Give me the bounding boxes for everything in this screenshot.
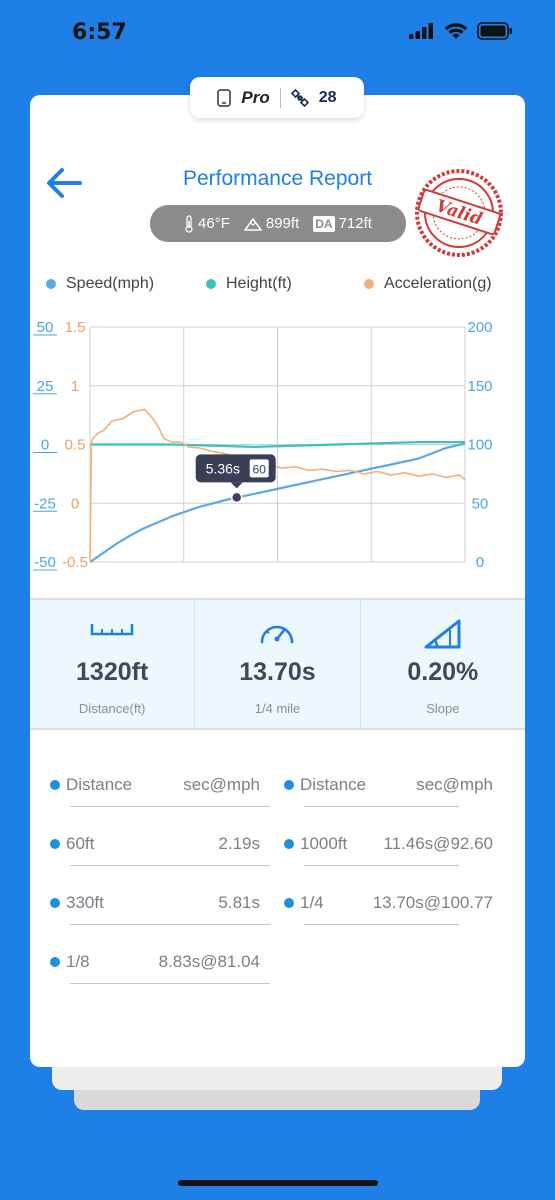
density-altitude-value: 712ft [338,215,372,232]
pro-badge[interactable]: Pro 28 [190,77,364,118]
chart-legend: Speed(mph) Height(ft) Acceleration(g) [30,275,525,295]
header-val-right: sec@mph [416,775,493,794]
metric-distance: 1320ft Distance(ft) [30,600,194,728]
density-altitude-item: DA 712ft [313,215,372,232]
chart-tooltip: 5.36s 60 [195,454,276,489]
left-axis-1-tick: 25 [37,378,54,395]
table-header-left: Distance sec@mph [50,775,270,807]
left-axis-2-tick: 0.5 [65,437,86,454]
left-axis-2-tick: 0 [71,495,79,512]
metrics-panel: 1320ft Distance(ft) 13.70s 1/4 mile [30,598,525,730]
left-axis-1-tick: 50 [37,319,54,336]
metric-slope-value: 0.20% [407,658,479,686]
status-bar: 6:57 [0,0,555,66]
back-arrow-icon[interactable] [44,165,84,201]
conditions-pill: 46°F 899ft DA 712ft [150,205,406,242]
speedometer-icon [261,625,294,644]
metric-quarter-mile-value: 13.70s [239,658,316,686]
satellite-count: 28 [318,88,337,106]
tooltip-speed: 60 [253,462,267,476]
metric-distance-label: Distance(ft) [78,701,146,716]
legend-speed-dot [46,279,56,289]
da-badge: DA [313,215,335,232]
ruler-icon [90,624,134,636]
table-row: 1/4 13.70s@100.77 [284,893,493,925]
header-key-right: Distance [300,775,367,794]
left-axis-1-tick: 0 [41,437,49,454]
header-val-left: sec@mph [183,775,260,794]
series-line-0 [89,442,466,563]
metric-quarter-mile: 13.70s 1/4 mile [194,600,359,728]
temperature-value: 46°F [198,215,230,232]
temperature-item: 46°F [184,214,230,233]
legend-acceleration-dot [364,279,374,289]
left-axis-2-tick: 1.5 [65,319,86,336]
metric-quarter-mile-label: 1/4 mile [254,701,301,716]
report-card: Performance Report 46°F 899ft DA 712ft [30,95,525,1067]
pill-divider [279,87,281,108]
right-axis-tick: 150 [467,378,492,395]
home-indicator[interactable] [178,1180,378,1186]
battery-icon [477,22,512,40]
wifi-icon [444,23,468,39]
table-row: 1/8 8.83s@81.04 [50,952,270,984]
right-axis-tick: 200 [467,319,492,336]
left-axis-1-tick: -50 [34,554,56,571]
legend-height-label: Height(ft) [226,275,292,292]
mountain-icon [244,217,262,231]
legend-height-dot [206,279,216,289]
signal-icon [409,23,433,39]
left-axis-1-tick: -25 [34,495,56,512]
table-row: 1000ft 11.46s@92.60 [284,834,493,866]
table-row: 330ft 5.81s [50,893,270,925]
legend-height[interactable]: Height(ft) [206,275,292,293]
valid-stamp-icon: Valid [415,169,503,257]
right-axis-tick: 0 [476,554,484,571]
right-axis-tick: 100 [467,437,492,454]
metric-distance-value: 1320ft [76,658,149,686]
thermometer-icon [185,214,193,233]
metric-slope-label: Slope [426,701,460,716]
elevation-value: 899ft [265,215,300,232]
pro-label: Pro [241,87,270,107]
tooltip-arrow [230,482,243,489]
legend-speed[interactable]: Speed(mph) [46,275,154,293]
status-icons [409,22,513,40]
page-title: Performance Report [182,167,373,190]
status-time: 6:57 [72,20,127,45]
performance-chart[interactable]: 50 25 0 -25 -50 1.5 1 0.5 0 -0.5 200 150 100 50 0 5.36s… [30,307,525,577]
legend-acceleration-label: Acceleration(g) [384,275,492,292]
table-row: 60ft 2.19s [50,834,270,866]
phone-icon [217,88,232,107]
left-axis-2-tick: 1 [71,378,79,395]
right-axis-tick: 50 [472,495,489,512]
series-line-1 [90,441,465,448]
legend-acceleration[interactable]: Acceleration(g) [364,275,492,293]
tooltip-speed-box [249,459,269,478]
header-key-left: Distance [66,775,133,794]
tooltip-point [230,491,243,504]
metric-slope: 0.20% Slope [359,600,525,728]
tooltip-time: 5.36s [206,460,240,476]
elevation-item: 899ft [244,215,299,232]
satellite-icon [290,88,309,107]
left-axis-2-tick: -0.5 [62,554,88,571]
slope-icon [424,619,461,649]
legend-speed-label: Speed(mph) [66,275,155,292]
table-header-right: Distance sec@mph [284,775,493,807]
